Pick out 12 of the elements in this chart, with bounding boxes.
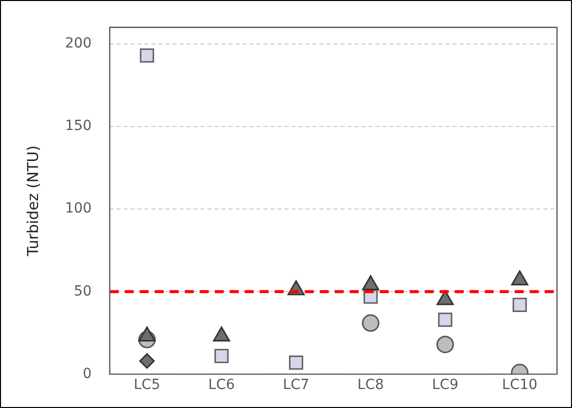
y-tick-label: 200	[64, 36, 92, 52]
x-tick-label: LC6	[208, 377, 235, 394]
x-tick-label: LC9	[432, 377, 458, 394]
y-tick-label: 150	[64, 118, 92, 134]
x-tick-label: LC10	[502, 377, 538, 394]
x-tick-label: LC7	[282, 377, 310, 394]
y-tick-label: 0	[82, 366, 92, 382]
x-tick-label: LC5	[134, 377, 160, 394]
y-tick-label: 100	[64, 200, 92, 217]
y-tick-label: 50	[74, 283, 92, 300]
y-axis-title: Turbidez (NTU)	[24, 145, 42, 258]
x-tick-label: LC8	[357, 377, 384, 394]
